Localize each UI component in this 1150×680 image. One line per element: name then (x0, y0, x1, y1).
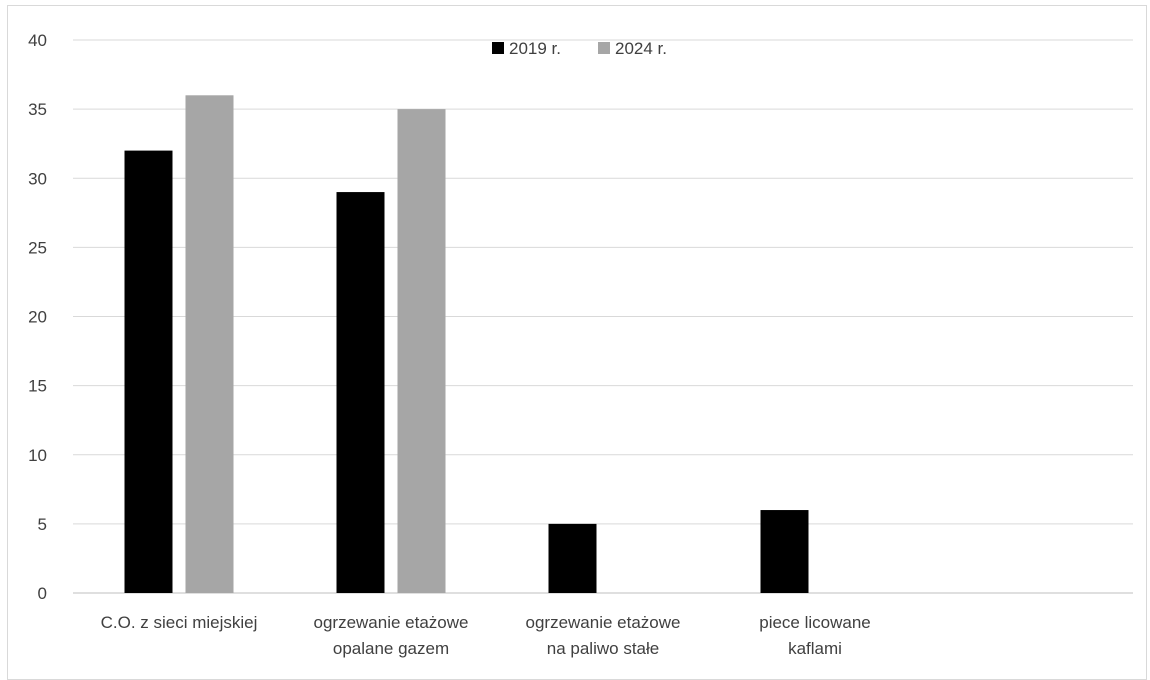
y-tick-label: 5 (38, 515, 47, 534)
y-tick-label: 25 (28, 238, 47, 257)
bar-2019r-0 (124, 150, 173, 593)
y-tick-label: 30 (28, 169, 47, 188)
y-tick-label: 20 (28, 308, 47, 327)
category-label: na paliwo stałe (547, 639, 659, 658)
category-label: opalane gazem (333, 639, 449, 658)
legend-swatch-0 (492, 42, 504, 54)
legend-label-1: 2024 r. (615, 39, 667, 58)
y-tick-label: 10 (28, 446, 47, 465)
bar-2024r-0 (185, 95, 234, 594)
category-label: C.O. z sieci miejskiej (101, 613, 258, 632)
legend-label-0: 2019 r. (509, 39, 561, 58)
category-label: kaflami (788, 639, 842, 658)
y-tick-label: 40 (28, 31, 47, 50)
category-label: ogrzewanie etażowe (314, 613, 469, 632)
y-tick-label: 15 (28, 377, 47, 396)
y-tick-label: 35 (28, 100, 47, 119)
bar-2019r-1 (336, 192, 385, 593)
bar-2024r-1 (397, 109, 446, 593)
legend-swatch-1 (598, 42, 610, 54)
category-label: piece licowane (759, 613, 871, 632)
category-label: ogrzewanie etażowe (526, 613, 681, 632)
bar-2019r-3 (760, 510, 809, 593)
bar-2019r-2 (548, 523, 597, 593)
y-tick-label: 0 (38, 584, 47, 603)
